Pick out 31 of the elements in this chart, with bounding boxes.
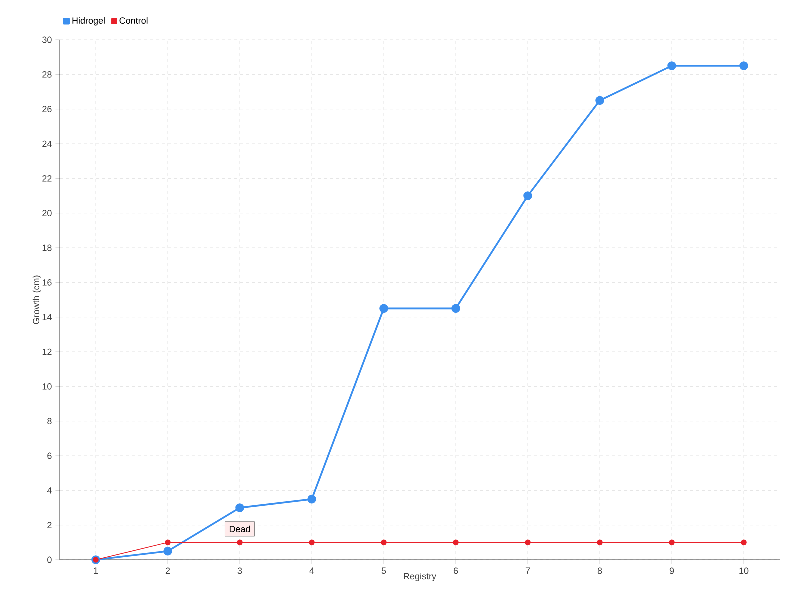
- x-tick-label: 3: [238, 568, 242, 574]
- y-tick-label: 20: [42, 210, 52, 217]
- y-tick-label: 30: [42, 36, 52, 44]
- y-tick-label: 10: [42, 383, 52, 390]
- annotation: Dead: [230, 526, 250, 532]
- y-tick-label: 24: [42, 140, 52, 148]
- y-tick-label: 8: [48, 418, 52, 425]
- x-tick-label: 1: [94, 568, 98, 574]
- x-tick-label: 2: [166, 568, 170, 574]
- x-tick-label: 10: [740, 568, 749, 574]
- y-tick-label: 28: [42, 71, 52, 78]
- x-tick-label: 9: [670, 568, 674, 574]
- y-tick-label: 0: [48, 556, 52, 564]
- x-axis-title: Registry: [404, 573, 436, 582]
- y-tick-label: 12: [42, 348, 52, 356]
- y-tick-label: 14: [42, 314, 52, 320]
- legend-label: Control: [120, 17, 148, 24]
- y-tick-label: 22: [42, 176, 52, 182]
- x-tick-label: 5: [382, 568, 386, 574]
- y-tick-label: 16: [42, 279, 52, 286]
- y-tick-label: 26: [42, 106, 52, 113]
- y-tick-label: 2: [48, 522, 52, 528]
- y-tick-label: 4: [47, 488, 52, 494]
- x-tick-label: 8: [598, 568, 602, 574]
- y-tick-label: 18: [42, 244, 52, 252]
- x-tick-label: 6: [454, 568, 458, 574]
- y-tick-label: 6: [48, 452, 52, 460]
- x-tick-label: 7: [526, 568, 530, 574]
- x-tick-label: 4: [310, 568, 314, 574]
- y-axis-title: Growth (cm): [32, 276, 42, 324]
- legend-label: Hidrogel: [72, 17, 105, 26]
